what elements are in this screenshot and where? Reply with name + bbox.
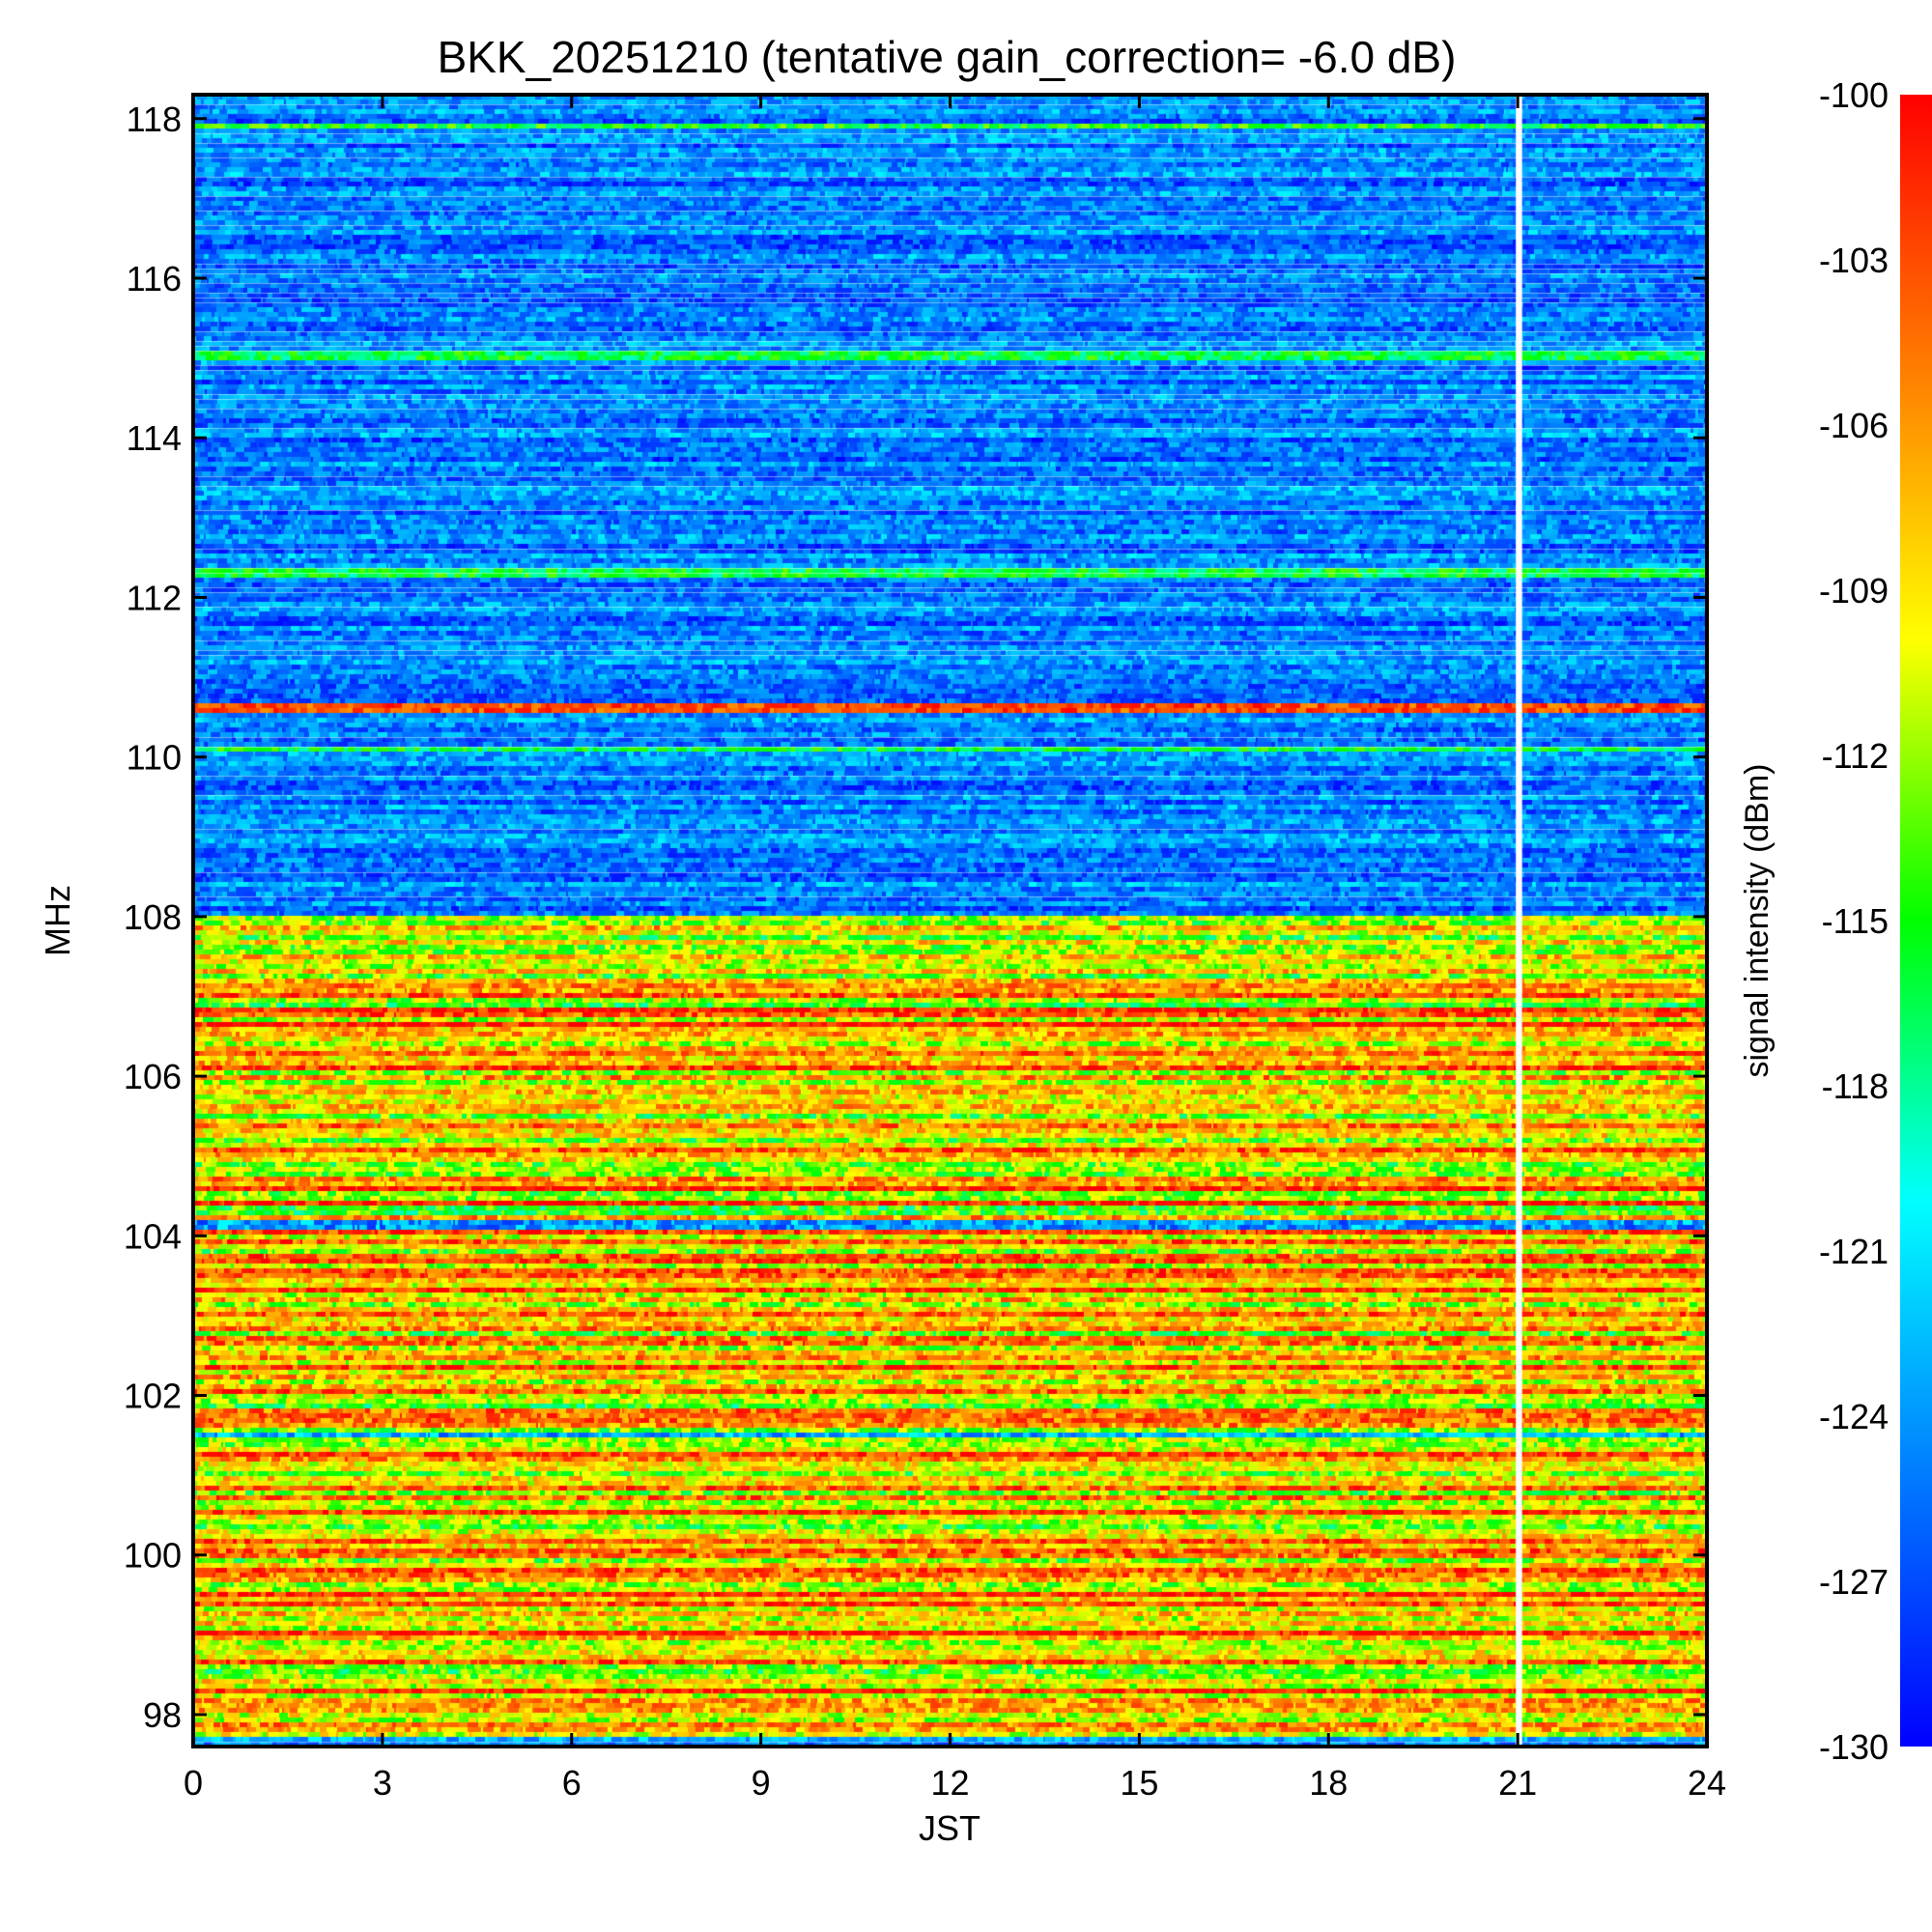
x-tick-label: 9 bbox=[752, 1763, 771, 1803]
heatmap-area bbox=[193, 95, 1707, 1747]
colorbar-tick-label: -106 bbox=[1819, 406, 1889, 445]
colorbar-tick-label: -109 bbox=[1819, 571, 1889, 611]
y-tick-label: 106 bbox=[124, 1057, 182, 1096]
y-tick-label: 98 bbox=[143, 1695, 182, 1735]
y-tick-label: 104 bbox=[124, 1216, 182, 1256]
x-tick-label: 15 bbox=[1120, 1763, 1158, 1803]
x-axis-label: JST bbox=[919, 1808, 980, 1848]
x-tick-label: 12 bbox=[930, 1763, 969, 1803]
colorbar bbox=[1900, 95, 1932, 1747]
colorbar-tick-label: -130 bbox=[1819, 1727, 1889, 1767]
colorbar-tick-label: -118 bbox=[1822, 1066, 1889, 1106]
chart-title: BKK_20251210 (tentative gain_correction=… bbox=[438, 32, 1457, 82]
y-tick-label: 108 bbox=[124, 897, 182, 937]
y-axis-label: MHz bbox=[38, 885, 77, 956]
y-tick-label: 112 bbox=[127, 578, 182, 617]
axis-ticks: 0 3 6 9 12 15 18 21 24 98 100 102 104 106 108 110 112 114… bbox=[124, 95, 1726, 1803]
y-tick-label: 110 bbox=[127, 738, 182, 778]
colorbar-tick-label: -121 bbox=[1819, 1232, 1889, 1271]
colorbar-tick-labels: -100 -103 -106 -109 -112 -115 -118 -121 -124 -127… bbox=[1819, 75, 1889, 1767]
x-tick-label: 24 bbox=[1688, 1763, 1726, 1803]
y-tick-label: 116 bbox=[127, 259, 182, 298]
y-tick-label: 118 bbox=[127, 99, 182, 139]
x-tick-label: 18 bbox=[1309, 1763, 1348, 1803]
colorbar-tick-label: -115 bbox=[1822, 901, 1889, 941]
x-tick-label: 21 bbox=[1498, 1763, 1537, 1803]
x-tick-label: 0 bbox=[184, 1763, 203, 1803]
colorbar-tick-label: -127 bbox=[1819, 1562, 1889, 1602]
heatmap-image bbox=[193, 95, 1707, 1747]
colorbar-label: signal intensity (dBm) bbox=[1739, 763, 1776, 1077]
y-tick-label: 102 bbox=[124, 1377, 182, 1416]
colorbar-tick-label: -100 bbox=[1819, 75, 1889, 115]
plot-frame bbox=[191, 93, 1709, 1748]
x-tick-label: 6 bbox=[562, 1763, 582, 1803]
x-tick-label: 3 bbox=[373, 1763, 392, 1803]
colorbar-tick-label: -124 bbox=[1819, 1397, 1889, 1436]
colorbar-tick-label: -103 bbox=[1819, 241, 1889, 280]
y-tick-label: 114 bbox=[127, 418, 182, 458]
y-tick-label: 100 bbox=[124, 1536, 182, 1576]
colorbar-tick-label: -112 bbox=[1822, 736, 1889, 776]
